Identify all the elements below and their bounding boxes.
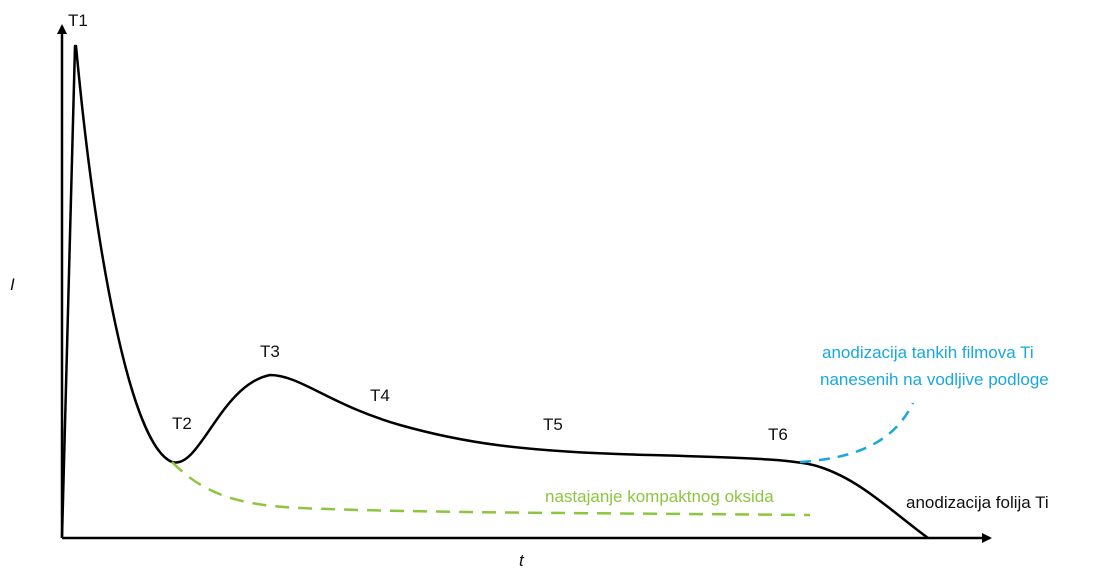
y-axis-label: I xyxy=(10,275,15,294)
compact-oxide-curve xyxy=(171,461,811,517)
compact-oxide-label: nastajanje kompaktnog oksida xyxy=(545,487,774,506)
x-axis-label: t xyxy=(519,551,525,570)
foil-label: anodizacija folija Ti xyxy=(906,493,1049,512)
stage-label-t5: T5 xyxy=(543,415,563,434)
stage-label-t6: T6 xyxy=(768,425,788,444)
thin-films-label-line1: anodizacija tankih filmova Ti xyxy=(822,343,1034,362)
thin-films-label-line2: nanesenih na vodljive podloge xyxy=(820,370,1049,389)
main-current-curve xyxy=(60,44,929,540)
stage-label-t2: T2 xyxy=(172,414,192,433)
stage-label-t3: T3 xyxy=(260,342,280,361)
stage-label-t1: T1 xyxy=(68,11,88,30)
thin-films-curve xyxy=(799,402,915,464)
stage-label-t4: T4 xyxy=(370,386,390,405)
